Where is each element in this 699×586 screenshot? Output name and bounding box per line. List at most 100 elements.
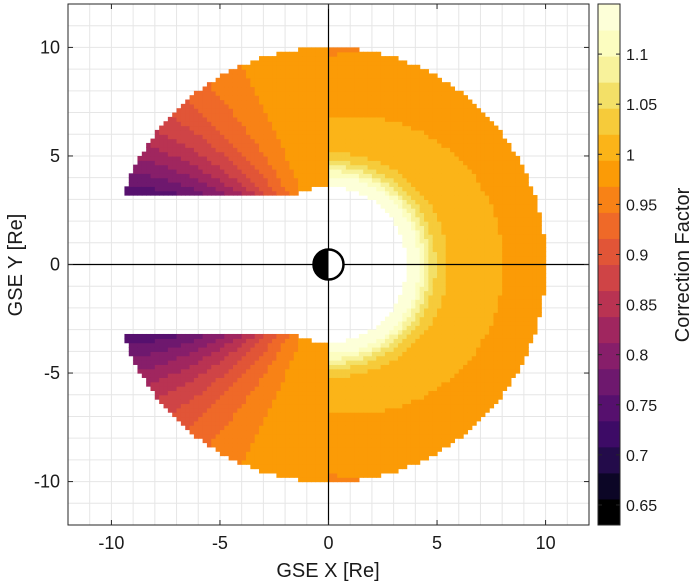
heatmap-cell [450,112,456,118]
heatmap-cell [463,229,469,235]
heatmap-cell [389,464,395,470]
heatmap-cell [454,303,460,309]
heatmap-cell [441,186,447,192]
heatmap-cell [389,212,395,218]
heatmap-cell [419,407,425,413]
heatmap-cell [428,355,434,361]
heatmap-cell [393,468,399,474]
heatmap-cell [415,364,421,370]
heatmap-cell [428,351,434,357]
heatmap-cell [198,346,204,352]
heatmap-cell [380,386,386,392]
heatmap-cell [254,103,260,109]
heatmap-cell [376,60,382,66]
heatmap-cell [428,320,434,326]
heatmap-cell [419,95,425,101]
heatmap-cell [137,164,143,170]
heatmap-cell [424,446,429,452]
heatmap-cell [328,438,334,444]
heatmap-cell [406,451,412,457]
heatmap-cell [415,368,421,374]
heatmap-cell [180,351,186,357]
heatmap-cell [428,264,434,270]
heatmap-cell [454,129,460,135]
heatmap-cell [289,103,295,109]
heatmap-cell [219,95,225,101]
heatmap-cell [337,451,343,457]
heatmap-cell [450,255,456,261]
heatmap-cell [206,377,212,383]
heatmap-cell [363,73,369,79]
heatmap-cell [167,360,173,365]
heatmap-cell [441,338,447,344]
heatmap-cell [193,147,199,153]
heatmap-cell [319,60,325,66]
heatmap-cell [259,147,264,153]
heatmap-cell [410,247,416,253]
heatmap-cell [311,438,317,444]
heatmap-cell [298,451,304,457]
heatmap-cell [454,338,460,344]
heatmap-cell [432,442,438,448]
heatmap-cell [289,416,295,422]
heatmap-cell [219,351,225,357]
heatmap-cell [367,138,373,144]
heatmap-cell [176,407,182,413]
heatmap-cell [311,82,317,88]
heatmap-cell [345,186,351,192]
heatmap-cell [137,333,143,339]
heatmap-cell [306,399,312,405]
heatmap-cell [380,125,386,131]
heatmap-cell [380,129,386,135]
heatmap-cell [280,51,286,57]
heatmap-cell [380,377,386,383]
heatmap-cell [393,377,399,383]
heatmap-cell [324,390,330,396]
heatmap-cell [341,459,347,465]
heatmap-cell [463,186,469,192]
heatmap-cell [324,346,330,352]
heatmap-cell [337,377,343,383]
heatmap-cell [415,325,421,331]
heatmap-cell [463,312,469,318]
heatmap-cell [311,373,317,378]
heatmap-cell [341,155,347,161]
heatmap-cell [371,168,377,174]
heatmap-cell [263,416,269,422]
heatmap-cell [232,142,238,148]
heatmap-cell [410,264,416,270]
heatmap-cell [445,225,451,231]
heatmap-cell [463,195,469,200]
heatmap-cell [467,294,473,300]
heatmap-cell [324,168,330,174]
heatmap-cell [202,377,208,383]
heatmap-cell [419,377,425,383]
heatmap-cell [302,351,308,357]
heatmap-cell [193,99,199,105]
heatmap-cell [202,90,208,96]
heatmap-cell [345,160,351,166]
heatmap-cell [215,173,221,179]
heatmap-cell [419,147,425,153]
heatmap-cell [250,95,256,101]
heatmap-cell [393,155,399,161]
heatmap-cell [380,112,386,118]
heatmap-cell [445,160,451,166]
heatmap-cell [306,108,312,114]
heatmap-cell [224,394,230,400]
heatmap-cell [332,177,338,183]
heatmap-cell [384,129,390,135]
heatmap-cell [337,182,343,187]
heatmap-cell [254,147,260,153]
heatmap-cell [276,381,282,387]
heatmap-cell [237,86,243,92]
heatmap-cell [302,51,308,57]
heatmap-cell [189,168,195,174]
heatmap-cell [293,351,299,357]
heatmap-cell [402,90,408,96]
heatmap-cell [319,177,325,183]
heatmap-cell [463,316,469,322]
heatmap-cell [437,368,442,374]
heatmap-cell [428,281,434,287]
heatmap-cell [259,403,264,409]
